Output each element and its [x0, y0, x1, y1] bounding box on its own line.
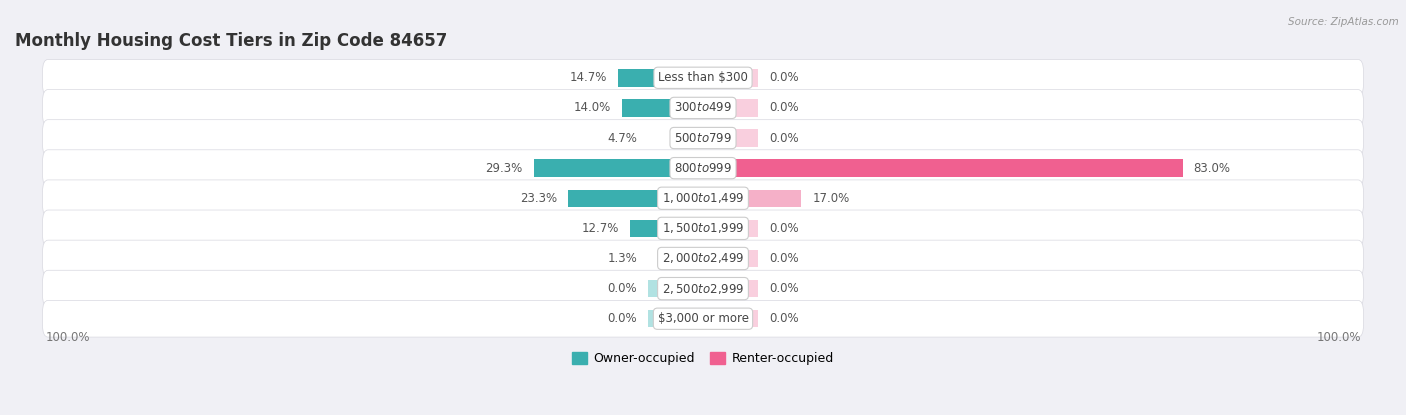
Text: 14.0%: 14.0%: [574, 101, 612, 115]
Text: 29.3%: 29.3%: [485, 162, 523, 175]
Bar: [703, 280, 758, 297]
Text: $3,000 or more: $3,000 or more: [658, 312, 748, 325]
Bar: [703, 69, 758, 86]
Text: $1,000 to $1,499: $1,000 to $1,499: [662, 191, 744, 205]
Bar: [696, 250, 703, 267]
Bar: [568, 190, 703, 207]
Text: 1.3%: 1.3%: [607, 252, 637, 265]
Bar: [703, 220, 758, 237]
Text: $2,500 to $2,999: $2,500 to $2,999: [662, 282, 744, 295]
Text: $1,500 to $1,999: $1,500 to $1,999: [662, 221, 744, 235]
FancyBboxPatch shape: [42, 59, 1364, 96]
Text: 0.0%: 0.0%: [769, 71, 799, 84]
Text: 12.7%: 12.7%: [581, 222, 619, 235]
Text: 0.0%: 0.0%: [769, 222, 799, 235]
Text: 0.0%: 0.0%: [769, 252, 799, 265]
Text: $300 to $499: $300 to $499: [673, 101, 733, 115]
FancyBboxPatch shape: [42, 180, 1364, 217]
Bar: [703, 129, 758, 147]
Text: Less than $300: Less than $300: [658, 71, 748, 84]
Bar: [703, 310, 758, 327]
Text: $500 to $799: $500 to $799: [673, 132, 733, 144]
Bar: [648, 280, 703, 297]
Bar: [703, 190, 801, 207]
FancyBboxPatch shape: [42, 240, 1364, 277]
Text: 100.0%: 100.0%: [1316, 331, 1361, 344]
Text: 83.0%: 83.0%: [1194, 162, 1230, 175]
Bar: [703, 99, 758, 117]
FancyBboxPatch shape: [42, 90, 1364, 126]
Text: 0.0%: 0.0%: [769, 132, 799, 144]
FancyBboxPatch shape: [42, 210, 1364, 247]
FancyBboxPatch shape: [42, 270, 1364, 307]
Legend: Owner-occupied, Renter-occupied: Owner-occupied, Renter-occupied: [568, 347, 838, 370]
Text: 0.0%: 0.0%: [607, 312, 637, 325]
Bar: [676, 129, 703, 147]
Text: Monthly Housing Cost Tiers in Zip Code 84657: Monthly Housing Cost Tiers in Zip Code 8…: [15, 32, 447, 50]
FancyBboxPatch shape: [42, 120, 1364, 156]
Text: 0.0%: 0.0%: [769, 312, 799, 325]
Bar: [703, 159, 1182, 177]
Text: 23.3%: 23.3%: [520, 192, 557, 205]
Bar: [648, 310, 703, 327]
Text: 0.0%: 0.0%: [607, 282, 637, 295]
Text: $2,000 to $2,499: $2,000 to $2,499: [662, 251, 744, 266]
Bar: [630, 220, 703, 237]
FancyBboxPatch shape: [42, 300, 1364, 337]
Text: $800 to $999: $800 to $999: [673, 162, 733, 175]
Text: 0.0%: 0.0%: [769, 282, 799, 295]
Text: 100.0%: 100.0%: [45, 331, 90, 344]
Text: 0.0%: 0.0%: [769, 101, 799, 115]
Text: 4.7%: 4.7%: [607, 132, 637, 144]
Text: Source: ZipAtlas.com: Source: ZipAtlas.com: [1288, 17, 1399, 27]
FancyBboxPatch shape: [42, 150, 1364, 186]
Text: 17.0%: 17.0%: [813, 192, 849, 205]
Bar: [621, 99, 703, 117]
Bar: [619, 69, 703, 86]
Bar: [534, 159, 703, 177]
Bar: [703, 250, 758, 267]
Text: 14.7%: 14.7%: [569, 71, 607, 84]
